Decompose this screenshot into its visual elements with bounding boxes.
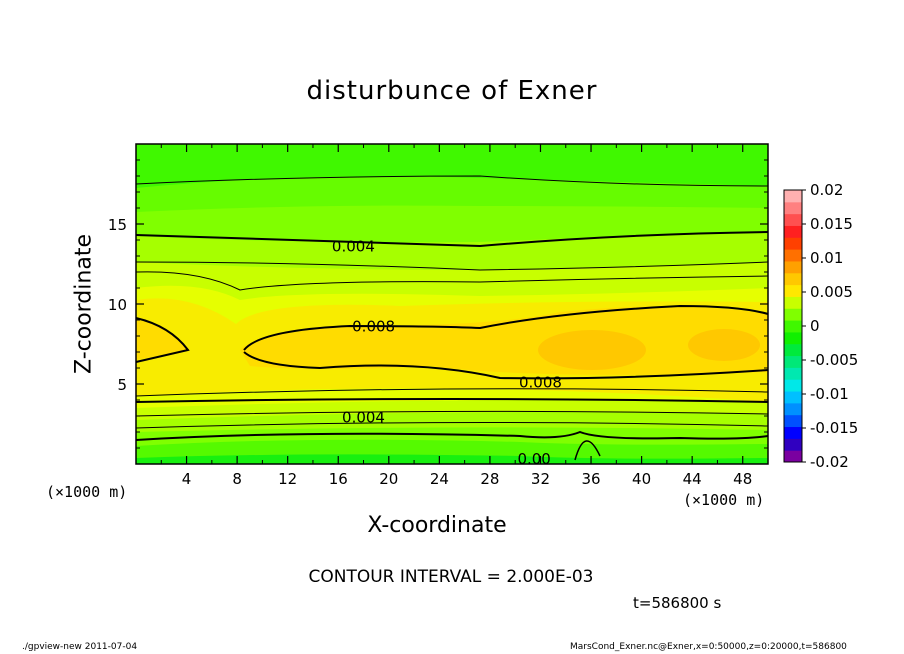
x-tick-label: 48 xyxy=(733,470,752,488)
colorbar-swatch xyxy=(784,190,802,203)
colorbar-swatch xyxy=(784,225,802,238)
footer-right: MarsCond_Exner.nc@Exner,x=0:50000,z=0:20… xyxy=(570,642,847,652)
colorbar-label: -0.005 xyxy=(810,351,858,369)
colorbar-label: -0.02 xyxy=(810,453,849,471)
y-tick-label: 10 xyxy=(108,296,127,314)
x-unit-label-left: (×1000 m) xyxy=(46,483,128,501)
colorbar: 0.02 0.015 0.01 0.005 0 -0.005 -0.01 -0.015 -0.0… xyxy=(783,181,858,471)
colorbar-swatch xyxy=(784,201,802,215)
colorbar-swatch xyxy=(784,450,802,463)
colorbar-swatch xyxy=(784,296,802,309)
x-tick-label: 4 xyxy=(182,470,192,488)
x-tick-label: 36 xyxy=(581,470,600,488)
contour-labels: 0.004 0.008 0.008 0.004 0.00 xyxy=(332,237,562,468)
x-tick-label: 32 xyxy=(531,470,550,488)
y-axis: 5 10 15 xyxy=(108,159,768,449)
x-axis: 4 8 12 16 20 24 28 32 36 40 44 48 xyxy=(160,144,752,488)
colorbar-label: 0.015 xyxy=(810,215,853,233)
colorbar-swatch xyxy=(784,438,802,451)
colorbar-label: -0.015 xyxy=(810,419,858,437)
contour-label: 0.004 xyxy=(342,409,385,427)
colorbar-label: 0.005 xyxy=(810,283,853,301)
x-tick-label: 20 xyxy=(379,470,398,488)
colorbar-swatch xyxy=(784,355,802,368)
colorbar-label: 0 xyxy=(810,317,820,335)
colorbar-swatch xyxy=(784,260,802,274)
colorbar-swatch xyxy=(784,331,802,345)
x-unit-label-right: (×1000 m) xyxy=(683,491,765,509)
y-tick-label: 5 xyxy=(117,376,127,394)
x-tick-label: 28 xyxy=(480,470,499,488)
chart-title: disturbunce of Exner xyxy=(306,76,598,106)
colorbar-swatch xyxy=(784,308,802,321)
colorbar-label: 0.02 xyxy=(810,181,843,199)
y-tick-label: 15 xyxy=(108,216,127,234)
colorbar-swatch xyxy=(784,213,802,226)
colorbar-swatch xyxy=(784,379,802,392)
colorbar-swatch xyxy=(784,367,802,380)
colorbar-label: 0.01 xyxy=(810,249,843,267)
contour-interval-label: CONTOUR INTERVAL = 2.000E-03 xyxy=(308,567,594,587)
colorbar-swatch xyxy=(784,414,802,428)
footer-left: ./gpview-new 2011-07-04 xyxy=(22,642,138,652)
x-tick-label: 12 xyxy=(278,470,297,488)
contour-label: 0.004 xyxy=(332,237,375,255)
contour-label: 0.008 xyxy=(519,373,562,391)
x-tick-label: 8 xyxy=(232,470,242,488)
y-axis-label: Z-coordinate xyxy=(71,234,97,374)
time-label: t=586800 s xyxy=(633,594,722,612)
colorbar-swatch xyxy=(784,249,802,262)
colorbar-swatch xyxy=(784,237,802,250)
x-tick-label: 16 xyxy=(329,470,348,488)
x-tick-label: 24 xyxy=(430,470,449,488)
colorbar-swatch xyxy=(784,284,802,297)
colorbar-swatch xyxy=(784,272,802,286)
colorbar-swatch xyxy=(784,402,802,416)
contour-label: 0.008 xyxy=(352,317,395,335)
colorbar-swatch xyxy=(784,426,802,439)
colorbar-swatch xyxy=(784,320,802,333)
x-tick-label: 40 xyxy=(632,470,651,488)
contour-label: 0.00 xyxy=(517,450,550,468)
colorbar-swatch xyxy=(784,391,802,404)
colorbar-swatch xyxy=(784,343,802,357)
x-axis-label: X-coordinate xyxy=(367,513,507,538)
plot-area: 0.004 0.008 0.008 0.004 0.00 xyxy=(135,143,769,468)
colorbar-label: -0.01 xyxy=(810,385,849,403)
x-tick-label: 44 xyxy=(683,470,702,488)
